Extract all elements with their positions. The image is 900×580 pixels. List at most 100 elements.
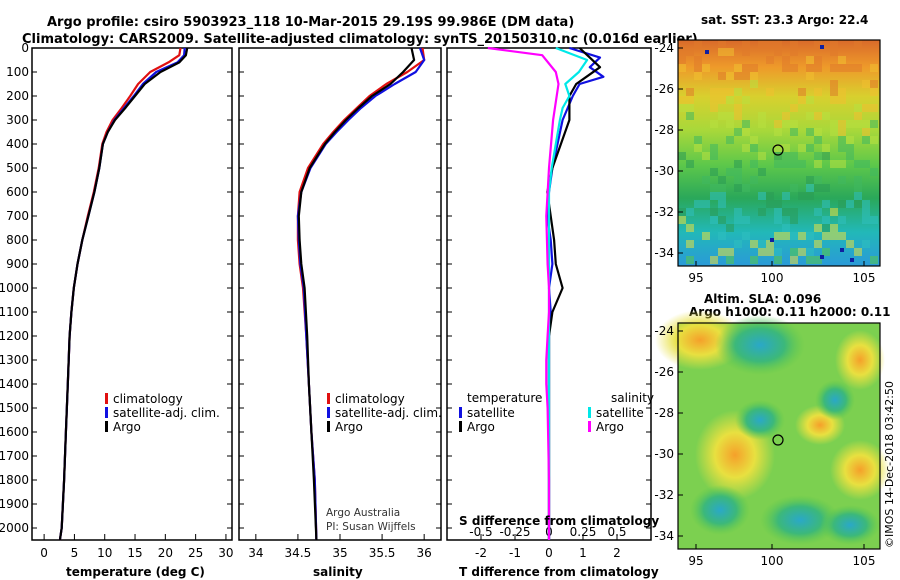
sla-map-frame [677, 322, 881, 550]
sst-pixel [862, 80, 870, 88]
sst-pixel [838, 64, 846, 72]
x-tick-label: 0 [40, 546, 48, 560]
sst-pixel [806, 64, 814, 72]
sst-pixel [726, 48, 734, 56]
sst-pixel [774, 200, 782, 208]
sst-pixel [758, 248, 766, 256]
x-tick-label: 35.5 [369, 546, 396, 560]
sst-pixel [710, 96, 718, 104]
salinity-legend: climatology satellite-adj. clim. Argo [327, 392, 442, 434]
sst-pixel [702, 64, 710, 72]
legend-t-argo-label: Argo [467, 420, 495, 434]
legend-satellite-label: satellite-adj. clim. [335, 406, 442, 420]
series-climatology [58, 47, 182, 541]
y-tick-label: 800 [6, 233, 29, 247]
sst-pixel [782, 112, 790, 120]
sst-cloud-pixel [820, 45, 824, 49]
sst-pixel [750, 256, 758, 264]
sst-pixel [838, 56, 846, 64]
sst-pixel [694, 64, 702, 72]
y-tick-label: 900 [6, 257, 29, 271]
temperature-panel-frame [31, 47, 233, 541]
map-y-tick-label: -32 [654, 205, 674, 219]
sst-pixel [766, 192, 774, 200]
sst-pixel [814, 176, 822, 184]
y-tick-label: 200 [6, 89, 29, 103]
sst-pixel [854, 64, 862, 72]
sst-pixel [710, 216, 718, 224]
legend-temperature-title: temperature [467, 391, 542, 405]
sst-pixel [870, 64, 878, 72]
sst-pixel [734, 240, 742, 248]
legend-argo-swatch [327, 421, 330, 432]
sst-pixel [830, 208, 838, 216]
series-climatology [296, 47, 426, 541]
sst-pixel [838, 88, 846, 96]
sst-pixel [686, 256, 694, 264]
sst-pixel [734, 72, 742, 80]
sst-pixel [782, 56, 790, 64]
sst-pixel [862, 120, 870, 128]
sst-pixel [766, 200, 774, 208]
sst-pixel [782, 208, 790, 216]
sst-pixel [790, 208, 798, 216]
legend-t-argo-swatch [459, 421, 462, 432]
series-t-argo [546, 47, 602, 540]
sst-pixel [798, 248, 806, 256]
sst-pixel [782, 224, 790, 232]
sst-pixel [854, 112, 862, 120]
sst-pixel [806, 184, 814, 192]
sst-pixel [798, 144, 806, 152]
x-tick-label: 5 [71, 546, 79, 560]
sst-pixel [790, 216, 798, 224]
sst-pixel [782, 232, 790, 240]
sst-pixel [870, 136, 878, 144]
series-s-argo [487, 46, 560, 540]
sst-pixel [734, 168, 742, 176]
legend-satellite-label: satellite-adj. clim. [113, 406, 220, 420]
sla-anomaly-patch [690, 485, 750, 535]
sst-pixel [782, 160, 790, 168]
sst-pixel [750, 64, 758, 72]
sst-pixel [854, 176, 862, 184]
sst-pixel [774, 144, 782, 152]
temperature-axis-label: temperature (deg C) [66, 565, 205, 579]
sla-anomaly-patch [760, 495, 840, 545]
difference-legend-temperature: temperature satellite Argo [459, 391, 542, 434]
sst-pixel [686, 112, 694, 120]
x-tick-label: 15 [127, 546, 142, 560]
sst-pixel [774, 232, 782, 240]
sst-pixel [718, 248, 726, 256]
sst-pixel [686, 240, 694, 248]
sst-pixel [774, 40, 782, 48]
sst-pixel [862, 136, 870, 144]
sst-pixel [678, 96, 686, 104]
x-tick-label: 10 [97, 546, 112, 560]
sst-pixel [806, 144, 814, 152]
map-y-tick-label: -30 [654, 447, 674, 461]
legend-s-satellite-swatch [588, 407, 591, 418]
sst-pixel [726, 88, 734, 96]
sst-pixel [806, 96, 814, 104]
sst-pixel [838, 128, 846, 136]
sst-pixel [726, 72, 734, 80]
sst-pixel [718, 40, 726, 48]
sst-pixel [726, 256, 734, 264]
sst-pixel [774, 248, 782, 256]
y-tick-label: 1800 [0, 473, 29, 487]
sst-pixel [686, 208, 694, 216]
sst-pixel [678, 64, 686, 72]
sla-anomaly-patch [835, 330, 885, 390]
sst-pixel [678, 104, 686, 112]
sst-pixel [854, 104, 862, 112]
y-tick-label: 2000 [0, 521, 29, 535]
sst-pixel [750, 72, 758, 80]
legend-salinity-title: salinity [611, 391, 654, 405]
sst-pixel [806, 232, 814, 240]
sst-pixel [830, 120, 838, 128]
sst-pixel [854, 200, 862, 208]
difference-legend-salinity: salinity satellite Argo [588, 391, 654, 434]
sst-pixel [774, 160, 782, 168]
sst-pixel [742, 128, 750, 136]
y-tick-label: 1600 [0, 425, 29, 439]
